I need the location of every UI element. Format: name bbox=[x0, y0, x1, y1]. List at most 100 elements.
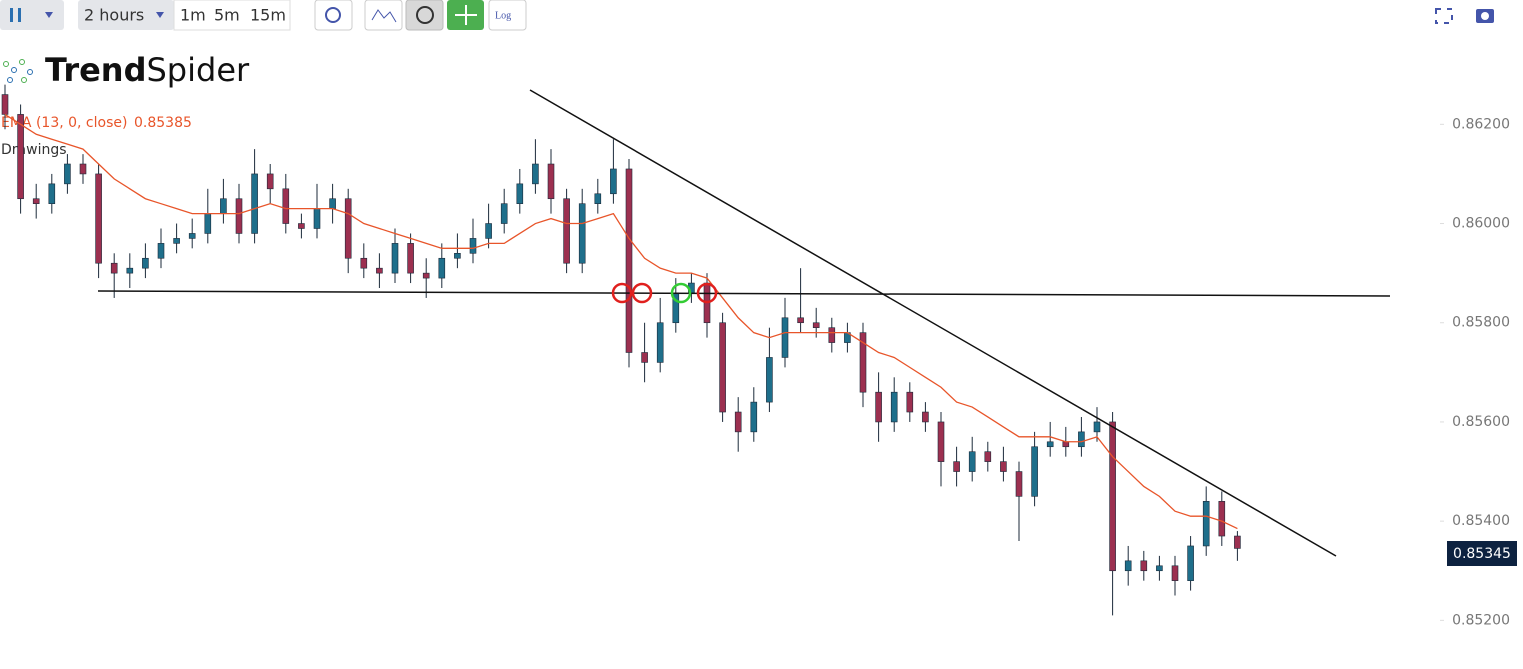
candle-body bbox=[859, 332, 867, 393]
candle-body bbox=[922, 411, 929, 423]
quick-intervals bbox=[173, 0, 291, 31]
icon bbox=[18, 8, 21, 22]
candle-body bbox=[563, 198, 570, 264]
candle-body bbox=[1078, 431, 1085, 448]
candle-body bbox=[1140, 560, 1148, 572]
interval-button[interactable]: 15m bbox=[250, 6, 286, 25]
candle-body bbox=[1046, 441, 1054, 448]
candle-body bbox=[79, 163, 87, 175]
candle-body bbox=[360, 257, 368, 269]
signal-circle bbox=[670, 282, 692, 304]
signal-circle bbox=[611, 282, 633, 304]
candle-body bbox=[422, 272, 430, 279]
candle-body bbox=[750, 401, 758, 433]
candle-body bbox=[329, 198, 336, 209]
candle-body bbox=[968, 451, 976, 472]
y-tick-label: 0.86000 bbox=[1452, 216, 1510, 232]
candle-body bbox=[1156, 565, 1163, 572]
candle-body bbox=[656, 322, 664, 363]
candle-body bbox=[1202, 501, 1210, 547]
candle-body bbox=[500, 203, 508, 224]
candle-body bbox=[204, 213, 212, 234]
settings-button[interactable] bbox=[314, 0, 353, 31]
candle-body bbox=[32, 198, 40, 204]
icon bbox=[45, 12, 53, 18]
candle-body bbox=[578, 203, 586, 264]
candle-body bbox=[17, 114, 24, 200]
candle-body bbox=[282, 188, 290, 224]
y-tick-label: 0.86200 bbox=[1452, 116, 1510, 132]
last-price-box bbox=[1447, 541, 1517, 566]
candle-body bbox=[984, 451, 992, 462]
horizontal-line[interactable] bbox=[97, 290, 1391, 297]
candle-body bbox=[719, 322, 726, 413]
log-button[interactable] bbox=[488, 0, 527, 31]
candle-body bbox=[110, 262, 118, 274]
candle-body bbox=[298, 223, 305, 229]
icon bbox=[156, 12, 164, 18]
candle-body bbox=[220, 198, 227, 214]
ema-legend: EMA (13, 0, close) bbox=[1, 115, 127, 131]
candle-body bbox=[188, 233, 196, 239]
chart-type-button[interactable] bbox=[0, 0, 64, 30]
candle-body bbox=[469, 238, 477, 254]
signal-circle bbox=[696, 282, 718, 304]
candle-body bbox=[594, 193, 602, 204]
candle-body bbox=[1015, 471, 1023, 497]
candle-body bbox=[48, 183, 56, 204]
candle-body bbox=[641, 352, 648, 363]
candle-body bbox=[953, 461, 960, 472]
candle-body bbox=[1109, 421, 1116, 572]
candle-body bbox=[142, 257, 149, 269]
y-tick-label: 0.85600 bbox=[1452, 414, 1510, 430]
candle-body bbox=[625, 168, 633, 353]
candle-body bbox=[438, 257, 446, 279]
candle-body bbox=[485, 223, 492, 239]
icon bbox=[1481, 12, 1489, 20]
candle-body bbox=[173, 238, 180, 244]
candle-body bbox=[610, 168, 617, 195]
fullscreen-button[interactable] bbox=[1435, 8, 1453, 24]
candle-body bbox=[937, 421, 945, 462]
indicator-button[interactable] bbox=[364, 0, 403, 31]
clock-button[interactable] bbox=[405, 0, 444, 31]
candle-body bbox=[875, 391, 882, 423]
candle-body bbox=[906, 391, 914, 413]
interval-label: 2 hours bbox=[84, 6, 144, 25]
ema-value: 0.85385 bbox=[134, 115, 192, 131]
candle-body bbox=[1187, 545, 1194, 581]
candle-body bbox=[126, 267, 134, 274]
candle-body bbox=[1171, 565, 1179, 581]
candle-body bbox=[454, 252, 461, 259]
candle-body bbox=[313, 208, 321, 229]
candle-body bbox=[516, 183, 524, 204]
candle-body bbox=[532, 163, 539, 185]
interval-select[interactable] bbox=[78, 0, 174, 30]
drawings-legend: Drawings bbox=[1, 142, 67, 158]
icon bbox=[416, 6, 434, 24]
logo-bold: Trend bbox=[45, 51, 146, 89]
candle-body bbox=[547, 163, 555, 200]
icon bbox=[455, 5, 477, 25]
plot: 0.85200 0.85400 0.85600 0.85800 0.86000 0.862… bbox=[1, 84, 1510, 628]
interval-button[interactable]: 5m bbox=[214, 6, 240, 25]
interval-button[interactable]: 1m bbox=[180, 6, 206, 25]
candle-body bbox=[1000, 461, 1007, 472]
svg-text:TrendSpider: TrendSpider bbox=[45, 51, 250, 89]
candle-body bbox=[781, 317, 789, 358]
candle-body bbox=[1093, 421, 1101, 433]
trend-line[interactable] bbox=[529, 89, 1337, 557]
candle-body bbox=[812, 322, 820, 328]
candle-body bbox=[828, 327, 836, 343]
candle-body bbox=[407, 243, 414, 274]
y-tick-label: 0.85400 bbox=[1452, 513, 1510, 529]
y-tick-label: 0.85200 bbox=[1452, 612, 1510, 628]
logo-light: Spider bbox=[146, 51, 250, 89]
candle-body bbox=[64, 163, 71, 185]
candle-body bbox=[1031, 446, 1038, 497]
candle-body bbox=[344, 198, 352, 259]
icon bbox=[10, 8, 13, 22]
candle-body bbox=[1062, 441, 1070, 448]
